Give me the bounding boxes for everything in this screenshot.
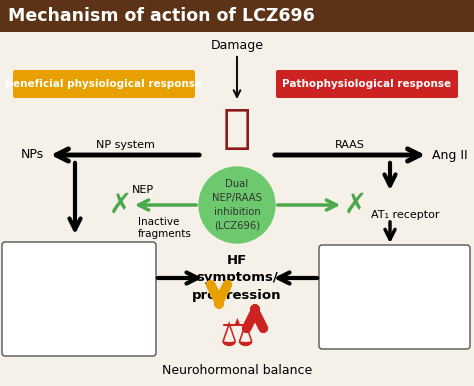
Text: NPs: NPs — [21, 149, 44, 161]
Text: ↑ fibrosis: ↑ fibrosis — [328, 312, 373, 321]
Text: ↑ hypertrophy: ↑ hypertrophy — [328, 326, 397, 335]
Bar — [0, 0, 474, 32]
Text: RAAS: RAAS — [335, 140, 365, 150]
Text: ↓ hypertrophy: ↓ hypertrophy — [11, 323, 81, 332]
Text: Beneficial physiological response: Beneficial physiological response — [5, 79, 202, 89]
Text: Vasoconstriction: Vasoconstriction — [328, 256, 417, 265]
Text: ↑ sympathetic tone: ↑ sympathetic tone — [328, 284, 422, 293]
Text: AT₁ receptor: AT₁ receptor — [371, 210, 439, 220]
Text: Pathophysiological response: Pathophysiological response — [283, 79, 452, 89]
Text: Ang II: Ang II — [432, 149, 468, 161]
Text: Dual
NEP/RAAS
inhibition
(LCZ696): Dual NEP/RAAS inhibition (LCZ696) — [212, 179, 262, 231]
Text: ✗: ✗ — [109, 191, 132, 219]
FancyBboxPatch shape — [13, 70, 195, 98]
Text: Mechanism of action of LCZ696: Mechanism of action of LCZ696 — [8, 7, 315, 25]
Text: ↓ blood pressure: ↓ blood pressure — [11, 267, 92, 276]
Text: Damage: Damage — [210, 39, 264, 52]
Text: Natriuresis/Diuresis: Natriuresis/Diuresis — [11, 337, 104, 346]
Text: NEP: NEP — [132, 185, 154, 195]
Text: ↑ blood pressure: ↑ blood pressure — [328, 270, 410, 279]
Text: Vasodilation: Vasodilation — [11, 253, 77, 262]
Text: Inactive
fragments: Inactive fragments — [138, 217, 192, 239]
Text: ↑ aldosterone: ↑ aldosterone — [328, 298, 395, 307]
FancyBboxPatch shape — [276, 70, 458, 98]
Text: Neurohormonal balance: Neurohormonal balance — [162, 364, 312, 376]
Circle shape — [199, 167, 275, 243]
Text: ✗: ✗ — [343, 191, 366, 219]
Text: 🫀: 🫀 — [223, 107, 251, 152]
Text: ↓ sympathetic tone: ↓ sympathetic tone — [11, 281, 105, 290]
Text: ↓ aldosterone levels: ↓ aldosterone levels — [11, 295, 109, 304]
FancyBboxPatch shape — [319, 245, 470, 349]
Text: ⚖: ⚖ — [219, 316, 255, 354]
FancyBboxPatch shape — [2, 242, 156, 356]
Text: NP system: NP system — [96, 140, 155, 150]
Text: ↓ fibrosis: ↓ fibrosis — [11, 309, 56, 318]
Text: HF
symptoms/
progression: HF symptoms/ progression — [192, 254, 282, 301]
